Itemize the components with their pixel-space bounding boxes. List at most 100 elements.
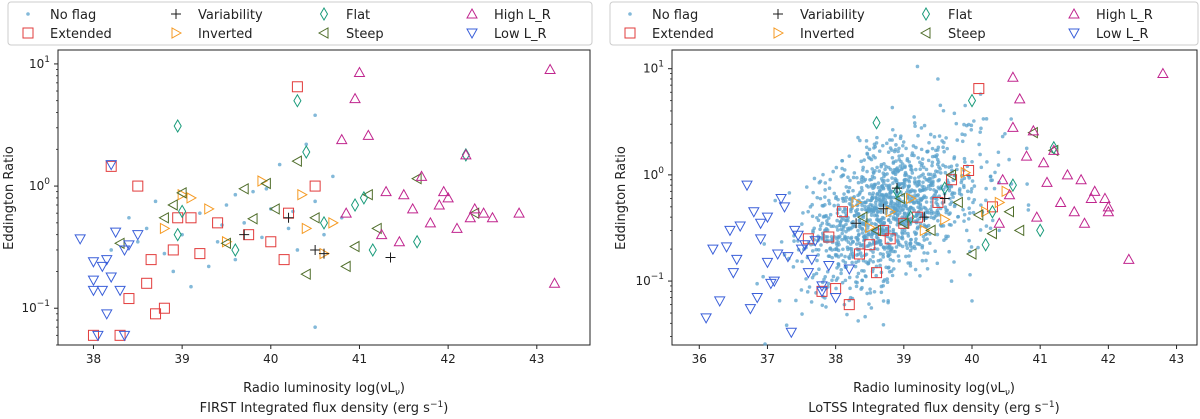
point-no-flag bbox=[929, 209, 934, 214]
point-no-flag bbox=[901, 207, 906, 211]
point-no-flag bbox=[865, 169, 869, 174]
point-no-flag bbox=[842, 168, 847, 172]
point-variability bbox=[319, 248, 329, 259]
legend-label: Flat bbox=[948, 8, 972, 23]
point-no-flag bbox=[840, 231, 845, 236]
point-steep bbox=[1003, 205, 1014, 218]
point-no-flag bbox=[984, 224, 989, 228]
point-no-flag bbox=[851, 252, 855, 256]
point-no-flag bbox=[855, 280, 859, 285]
point-no-flag bbox=[870, 203, 874, 207]
point-no-flag bbox=[879, 290, 884, 295]
point-no-flag bbox=[898, 164, 903, 168]
point-no-flag bbox=[899, 134, 903, 138]
point-no-flag bbox=[900, 162, 905, 166]
point-no-flag bbox=[844, 185, 849, 189]
point-no-flag bbox=[827, 254, 832, 259]
point-no-flag bbox=[908, 248, 913, 253]
point-no-flag bbox=[881, 181, 886, 186]
point-no-flag bbox=[839, 227, 843, 232]
point-no-flag bbox=[810, 214, 815, 219]
point-no-flag bbox=[937, 134, 942, 138]
point-inverted bbox=[851, 196, 863, 209]
point-no-flag bbox=[931, 183, 935, 188]
point-high-l-r bbox=[996, 173, 1009, 185]
point-no-flag bbox=[843, 278, 848, 283]
point-no-flag bbox=[847, 197, 852, 202]
point-no-flag bbox=[860, 188, 864, 193]
point-low-l-r bbox=[792, 230, 804, 242]
point-extended bbox=[158, 302, 170, 314]
point-no-flag bbox=[971, 210, 976, 215]
point-no-flag bbox=[831, 169, 835, 174]
point-no-flag bbox=[870, 196, 875, 200]
point-inverted bbox=[940, 213, 951, 226]
x-axis-label-line2: LoTSS Integrated flux density (erg s−1) bbox=[808, 400, 1060, 416]
point-no-flag bbox=[921, 234, 926, 239]
point-low-l-r bbox=[87, 275, 100, 287]
point-no-flag bbox=[897, 154, 901, 158]
point-no-flag bbox=[919, 126, 924, 130]
point-no-flag bbox=[984, 117, 989, 121]
legend-marker-low-l-r bbox=[1068, 28, 1080, 40]
point-no-flag bbox=[144, 226, 149, 231]
point-no-flag bbox=[996, 150, 1001, 155]
point-inverted bbox=[919, 224, 931, 237]
point-no-flag bbox=[807, 285, 812, 289]
legend-item-inverted: Inverted bbox=[171, 27, 252, 42]
point-no-flag bbox=[901, 221, 905, 226]
point-no-flag bbox=[882, 178, 886, 183]
point-no-flag bbox=[882, 278, 887, 282]
point-high-l-r bbox=[1068, 205, 1081, 217]
point-steep bbox=[945, 169, 957, 181]
point-no-flag bbox=[880, 200, 884, 204]
point-no-flag bbox=[867, 206, 871, 211]
point-high-l-r bbox=[468, 202, 481, 214]
point-no-flag bbox=[127, 215, 131, 220]
point-no-flag bbox=[839, 268, 844, 272]
point-no-flag bbox=[872, 289, 877, 294]
point-no-flag bbox=[978, 130, 982, 134]
point-no-flag bbox=[823, 195, 827, 199]
point-no-flag bbox=[828, 212, 833, 217]
point-flat bbox=[350, 198, 360, 212]
point-no-flag bbox=[804, 277, 808, 281]
point-no-flag bbox=[854, 284, 859, 289]
point-no-flag bbox=[864, 145, 869, 150]
point-no-flag bbox=[952, 220, 957, 224]
point-no-flag bbox=[924, 200, 929, 204]
point-low-l-r bbox=[744, 304, 757, 315]
point-no-flag bbox=[815, 215, 819, 220]
point-no-flag bbox=[824, 248, 829, 253]
point-no-flag bbox=[909, 175, 913, 180]
point-low-l-r bbox=[802, 268, 815, 279]
point-no-flag bbox=[922, 205, 926, 210]
point-flat bbox=[359, 190, 368, 205]
point-extended bbox=[309, 180, 321, 192]
point-no-flag bbox=[963, 103, 967, 108]
legend-marker-extended bbox=[624, 27, 636, 39]
legend-item-extended: Extended bbox=[624, 27, 714, 42]
point-no-flag bbox=[860, 207, 864, 212]
point-no-flag bbox=[819, 243, 823, 247]
x-tick-label: 42 bbox=[1101, 352, 1116, 366]
point-extended bbox=[864, 239, 876, 251]
point-no-flag bbox=[881, 252, 885, 257]
point-low-l-r bbox=[87, 257, 100, 268]
point-high-l-r bbox=[464, 211, 477, 223]
point-no-flag bbox=[809, 300, 814, 304]
point-no-flag bbox=[801, 211, 805, 215]
point-no-flag bbox=[856, 271, 861, 276]
point-no-flag bbox=[876, 210, 880, 214]
point-no-flag bbox=[920, 161, 925, 166]
point-high-l-r bbox=[477, 207, 490, 218]
point-no-flag bbox=[824, 227, 829, 231]
point-high-l-r bbox=[451, 222, 463, 233]
point-no-flag bbox=[800, 259, 804, 264]
point-no-flag bbox=[873, 241, 878, 245]
point-low-l-r bbox=[100, 255, 113, 266]
point-no-flag bbox=[932, 135, 937, 139]
point-flat bbox=[231, 242, 240, 257]
legend: No flag Variability Flat High L_R Extended In… bbox=[609, 1, 1199, 46]
point-no-flag bbox=[856, 135, 860, 140]
